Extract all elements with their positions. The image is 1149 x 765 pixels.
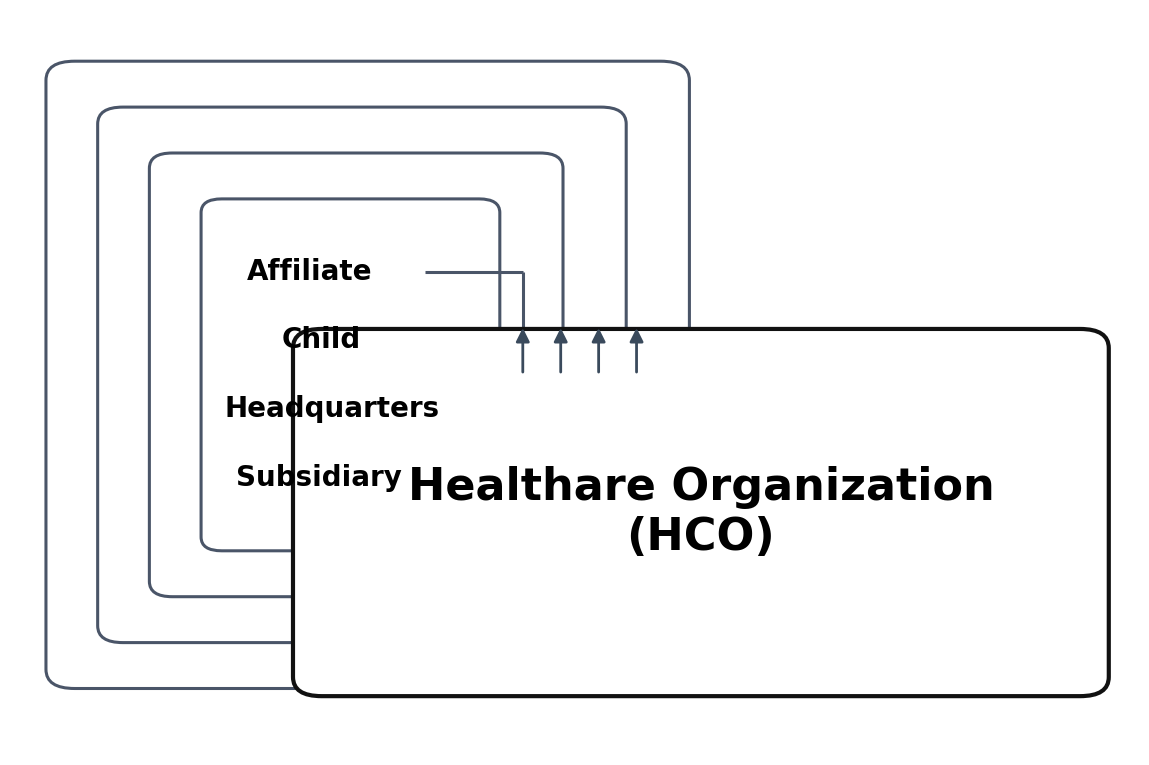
FancyBboxPatch shape [149,153,563,597]
FancyBboxPatch shape [293,329,1109,696]
FancyBboxPatch shape [46,61,689,689]
Text: Affiliate: Affiliate [247,258,372,285]
FancyBboxPatch shape [98,107,626,643]
Text: Child: Child [282,327,361,354]
Text: Subsidiary: Subsidiary [236,464,401,492]
Text: Headquarters: Headquarters [224,396,439,423]
FancyBboxPatch shape [201,199,500,551]
Text: Healthare Organization
(HCO): Healthare Organization (HCO) [408,466,994,559]
